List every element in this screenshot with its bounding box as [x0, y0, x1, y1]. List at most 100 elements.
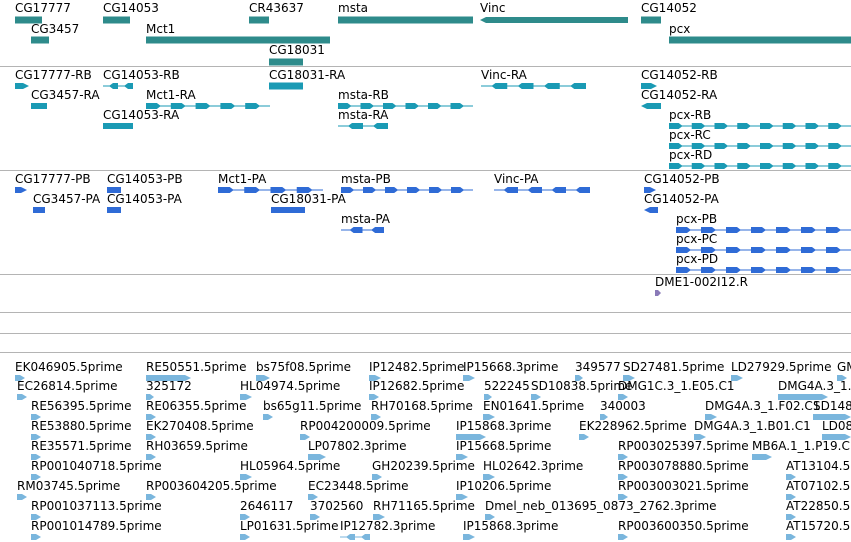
feature-glyph[interactable]	[271, 206, 305, 214]
feature-label[interactable]: pcx-RD	[669, 148, 713, 162]
feature-glyph[interactable]	[669, 162, 851, 170]
feature-label[interactable]: CG14052-PA	[644, 192, 719, 206]
feature-label[interactable]: Vinc	[480, 1, 506, 15]
feature-glyph[interactable]	[618, 393, 628, 401]
feature-glyph[interactable]	[338, 16, 473, 24]
feature-label[interactable]: DMG4A.3_1.	[778, 379, 851, 393]
feature-label[interactable]: CG3457	[31, 22, 80, 36]
feature-label[interactable]: CG3457-RA	[31, 88, 100, 102]
feature-glyph[interactable]	[676, 226, 851, 234]
feature-label[interactable]: pcx-RB	[669, 108, 712, 122]
feature-label[interactable]: CG14052-RB	[641, 68, 718, 82]
feature-glyph[interactable]	[369, 374, 381, 382]
feature-glyph[interactable]	[669, 142, 851, 150]
feature-glyph[interactable]	[107, 206, 121, 214]
feature-glyph[interactable]	[456, 433, 486, 441]
feature-glyph[interactable]	[618, 533, 628, 541]
feature-label[interactable]: RE53880.5prime	[31, 419, 132, 433]
feature-label[interactable]: RP003604205.5prime	[146, 479, 277, 493]
feature-glyph[interactable]	[269, 58, 303, 66]
feature-glyph[interactable]	[731, 374, 743, 382]
feature-glyph[interactable]	[618, 453, 628, 461]
feature-label[interactable]: Mct1-PA	[218, 172, 267, 186]
feature-glyph[interactable]	[218, 186, 323, 194]
feature-label[interactable]: DME1-002I12.R	[655, 275, 749, 289]
feature-glyph[interactable]	[103, 16, 130, 24]
feature-label[interactable]: msta-RB	[338, 88, 389, 102]
feature-label[interactable]: MB6A.1_1.P19.C1	[752, 439, 851, 453]
feature-label[interactable]: 522245	[484, 379, 530, 393]
feature-label[interactable]: RH03659.5prime	[146, 439, 248, 453]
feature-label[interactable]: CG14052-RA	[641, 88, 718, 102]
feature-glyph[interactable]	[33, 206, 45, 214]
feature-glyph[interactable]	[31, 453, 41, 461]
feature-label[interactable]: CG14053-RA	[103, 108, 180, 122]
feature-label[interactable]: RE35571.5prime	[31, 439, 132, 453]
feature-label[interactable]: RH71165.5prime	[373, 499, 475, 513]
feature-glyph[interactable]	[17, 493, 27, 501]
feature-label[interactable]: RH70168.5prime	[371, 399, 473, 413]
feature-glyph[interactable]	[15, 16, 42, 24]
feature-label[interactable]: EC23448.5prime	[308, 479, 409, 493]
feature-glyph[interactable]	[146, 36, 330, 44]
feature-label[interactable]: Vinc-RA	[481, 68, 527, 82]
feature-label[interactable]: RP001040718.5prime	[31, 459, 162, 473]
feature-glyph[interactable]	[240, 393, 252, 401]
feature-label[interactable]: RP001014789.5prime	[31, 519, 162, 533]
feature-glyph[interactable]	[15, 186, 27, 194]
feature-glyph[interactable]	[694, 433, 706, 441]
feature-glyph[interactable]	[480, 16, 628, 24]
feature-glyph[interactable]	[644, 186, 656, 194]
feature-glyph[interactable]	[31, 533, 41, 541]
feature-glyph[interactable]	[341, 226, 384, 234]
feature-glyph[interactable]	[31, 513, 41, 521]
feature-label[interactable]: RP003003021.5prime	[618, 479, 749, 493]
feature-glyph[interactable]	[483, 413, 495, 421]
feature-glyph[interactable]	[705, 413, 717, 421]
feature-glyph[interactable]	[618, 473, 628, 481]
feature-glyph[interactable]	[146, 102, 270, 110]
feature-label[interactable]: LD27929.5prime	[731, 360, 832, 374]
feature-glyph[interactable]	[483, 473, 495, 481]
feature-glyph[interactable]	[641, 82, 657, 90]
feature-glyph[interactable]	[17, 393, 27, 401]
feature-label[interactable]: EK228962.5prime	[579, 419, 687, 433]
feature-glyph[interactable]	[531, 393, 541, 401]
feature-label[interactable]: pcx	[669, 22, 691, 36]
feature-glyph[interactable]	[240, 513, 250, 521]
feature-glyph[interactable]	[256, 374, 270, 382]
feature-glyph[interactable]	[669, 36, 851, 44]
feature-label[interactable]: DMG4A.3_1.F02.C1	[705, 399, 821, 413]
feature-glyph[interactable]	[837, 374, 847, 382]
feature-label[interactable]: RM03745.5prime	[17, 479, 121, 493]
feature-label[interactable]: AT15720.5	[786, 519, 851, 533]
feature-glyph[interactable]	[641, 102, 661, 110]
feature-glyph[interactable]	[338, 102, 473, 110]
feature-label[interactable]: CR43637	[249, 1, 304, 15]
feature-label[interactable]: AT07102.5	[786, 479, 851, 493]
feature-label[interactable]: 2646117	[240, 499, 294, 513]
feature-glyph[interactable]	[494, 186, 590, 194]
feature-label[interactable]: CG14053-PA	[107, 192, 182, 206]
feature-glyph[interactable]	[146, 393, 154, 401]
feature-label[interactable]: HL02642.3prime	[483, 459, 584, 473]
feature-glyph[interactable]	[463, 533, 475, 541]
feature-label[interactable]: RP004200009.5prime	[300, 419, 431, 433]
feature-label[interactable]: LD08	[822, 419, 851, 433]
feature-label[interactable]: RP001037113.5prime	[31, 499, 162, 513]
feature-label[interactable]: CG18031-PA	[271, 192, 346, 206]
feature-glyph[interactable]	[31, 102, 47, 110]
feature-glyph[interactable]	[103, 122, 133, 130]
feature-glyph[interactable]	[369, 393, 379, 401]
feature-label[interactable]: DMG4A.3_1.B01.C1	[694, 419, 811, 433]
feature-label[interactable]: CG18031-RA	[269, 68, 346, 82]
feature-label[interactable]: AT22850.5	[786, 499, 851, 513]
feature-glyph[interactable]	[31, 473, 41, 481]
feature-glyph[interactable]	[579, 433, 589, 441]
feature-label[interactable]: RE50551.5prime	[146, 360, 247, 374]
feature-glyph[interactable]	[372, 473, 382, 481]
feature-glyph[interactable]	[786, 473, 796, 481]
feature-label[interactable]: HL05964.5prime	[240, 459, 341, 473]
feature-glyph[interactable]	[822, 433, 851, 441]
feature-label[interactable]: bs65g11.5prime	[263, 399, 362, 413]
